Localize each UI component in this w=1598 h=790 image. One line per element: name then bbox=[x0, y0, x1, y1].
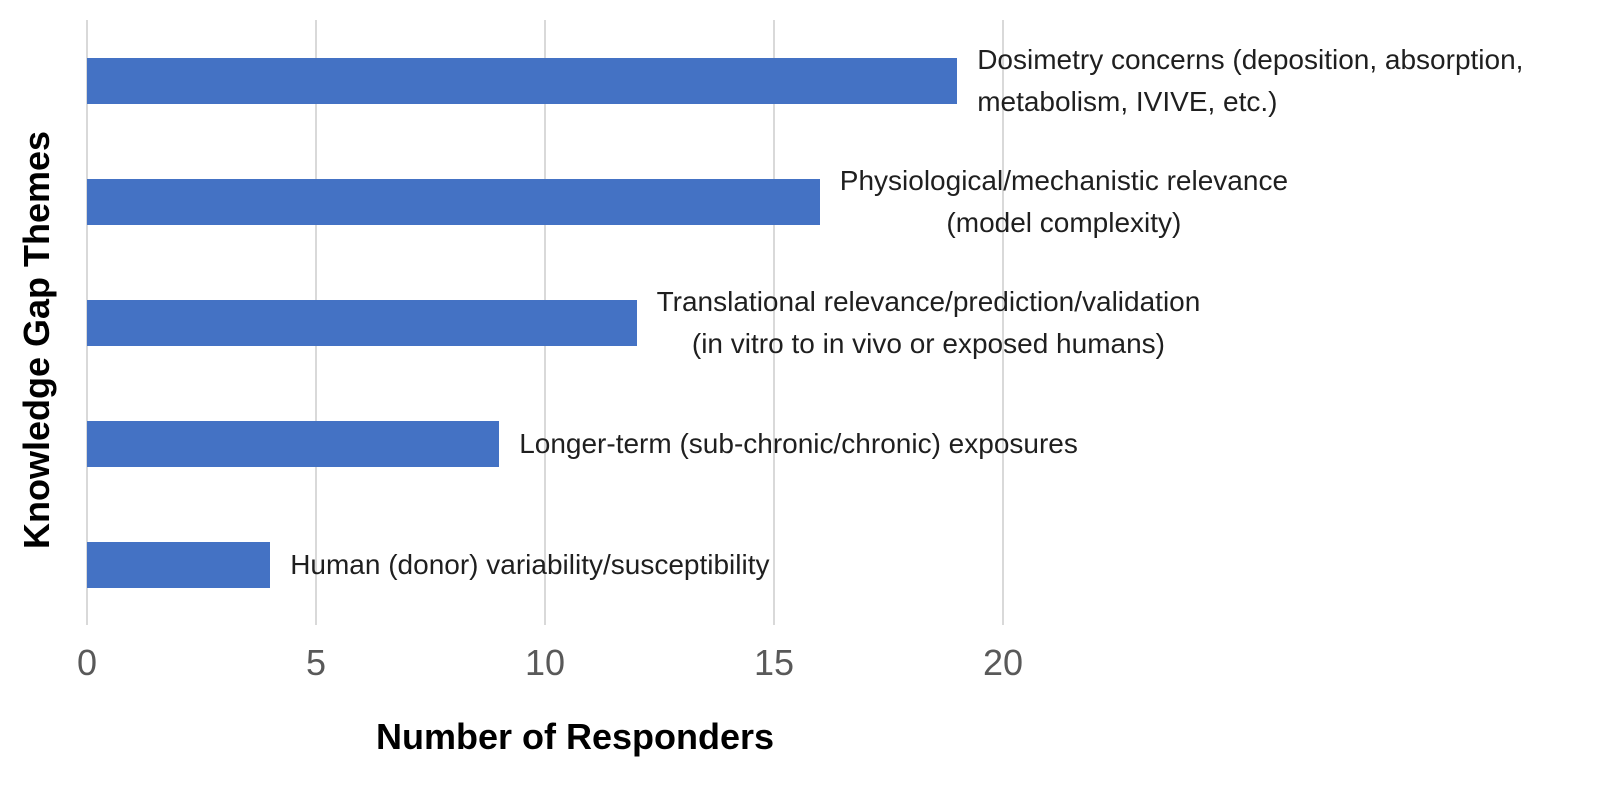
bar-category-label-line: Physiological/mechanistic relevance bbox=[839, 164, 1289, 196]
x-tick-label: 20 bbox=[982, 642, 1024, 683]
bar-category-label: Translational relevance/prediction/valid… bbox=[657, 281, 1201, 365]
x-tick-label: 10 bbox=[524, 642, 566, 683]
x-axis-title: Number of Responders bbox=[375, 716, 775, 757]
bar-row: Translational relevance/prediction/valid… bbox=[87, 262, 1587, 383]
bar-row: Human (donor) variability/susceptibility bbox=[87, 504, 1587, 625]
bars-container: Dosimetry concerns (deposition, absorpti… bbox=[87, 20, 1587, 625]
bar-category-label: Physiological/mechanistic relevance (mode… bbox=[840, 160, 1288, 244]
bar-row: Longer-term (sub-chronic/chronic) exposu… bbox=[87, 383, 1587, 504]
bar-category-label-line: Translational relevance/prediction/valid… bbox=[656, 285, 1201, 317]
x-axis-ticks: 0 5 10 15 20 bbox=[77, 642, 1023, 688]
x-tick-label: 5 bbox=[305, 642, 327, 683]
x-tick-label: 0 bbox=[76, 642, 98, 683]
bar-category-label-line: Dosimetry concerns (deposition, absorpti… bbox=[977, 43, 1524, 75]
bar-category-label-line: Human (donor) variability/susceptibility bbox=[290, 548, 770, 580]
bar bbox=[87, 178, 820, 225]
bar-category-label: Dosimetry concerns (deposition, absorpti… bbox=[977, 39, 1523, 123]
gridline bbox=[773, 20, 775, 625]
bar bbox=[87, 420, 500, 467]
bar-row: Physiological/mechanistic relevance (mode… bbox=[87, 141, 1587, 262]
bar-category-label-line: metabolism, IVIVE, etc.) bbox=[977, 85, 1278, 117]
x-tick-label: 15 bbox=[753, 642, 795, 683]
bar-category-label-line: (model complexity) bbox=[946, 206, 1182, 238]
bar bbox=[87, 57, 958, 104]
bar-category-label: Longer-term (sub-chronic/chronic) exposu… bbox=[519, 423, 1078, 465]
bar-category-label: Human (donor) variability/susceptibility bbox=[290, 544, 769, 586]
plot-area: Dosimetry concerns (deposition, absorpti… bbox=[86, 20, 1523, 625]
y-axis-title: Knowledge Gap Themes bbox=[16, 130, 57, 550]
bar bbox=[87, 299, 637, 346]
bar-category-label-line: (in vitro to in vivo or exposed humans) bbox=[691, 327, 1165, 359]
bar-category-label-line: Longer-term (sub-chronic/chronic) exposu… bbox=[519, 427, 1078, 459]
bar-row: Dosimetry concerns (deposition, absorpti… bbox=[87, 20, 1587, 141]
bar bbox=[87, 541, 271, 588]
gridline bbox=[1002, 20, 1004, 625]
